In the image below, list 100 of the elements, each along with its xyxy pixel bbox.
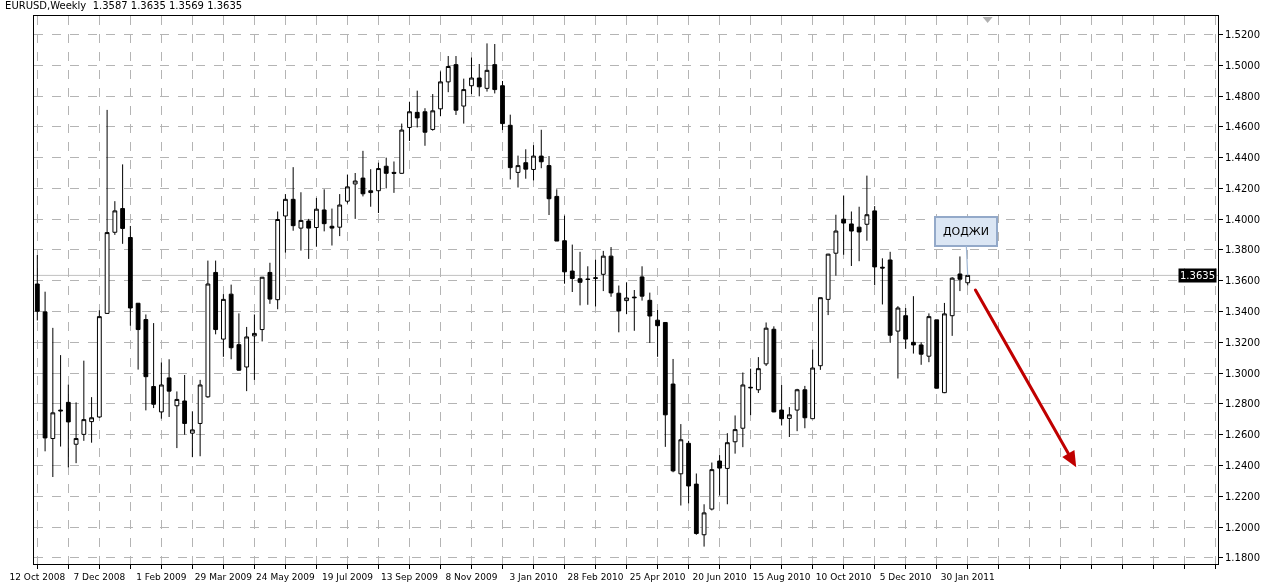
candlestick: [259, 276, 265, 342]
candlestick: [903, 307, 909, 350]
candlestick: [376, 162, 381, 214]
y-tick-label: 1.1800: [1225, 552, 1260, 564]
x-tick-label: 15 Aug 2010: [752, 571, 811, 582]
candlestick: [833, 214, 839, 277]
candlestick: [81, 360, 87, 442]
candlestick: [554, 188, 560, 242]
candlestick: [732, 414, 738, 455]
x-tick-label: 10 Oct 2010: [815, 571, 872, 582]
y-tick-label: 1.3000: [1225, 367, 1260, 379]
candlestick: [585, 265, 591, 306]
candlestick: [655, 309, 660, 358]
candlestick: [391, 160, 397, 194]
y-tick-label: 1.4000: [1225, 213, 1260, 225]
candlestick: [817, 297, 823, 371]
candlestick: [662, 321, 668, 448]
candlestick: [143, 313, 149, 411]
candlestick: [779, 384, 785, 426]
y-tick-label: 1.2000: [1225, 521, 1260, 533]
candlestick: [631, 289, 637, 332]
y-tick-label: 1.2800: [1225, 398, 1260, 410]
candlestick: [166, 358, 172, 418]
candlestick: [686, 440, 691, 504]
candlestick: [864, 175, 870, 242]
x-tick-label: 8 Nov 2009: [445, 571, 498, 582]
candlestick: [802, 385, 808, 429]
candlestick: [422, 107, 428, 147]
candlestick: [383, 157, 389, 189]
candlestick: [934, 319, 940, 390]
y-tick-label: 1.4600: [1225, 121, 1260, 133]
candlestick: [189, 410, 195, 458]
candlestick: [174, 390, 180, 449]
x-tick-label: 1 Feb 2009: [136, 571, 187, 582]
candlestick: [345, 174, 350, 204]
y-tick-label: 1.3400: [1225, 306, 1260, 318]
x-tick-label: 30 Jan 2011: [940, 571, 995, 582]
candlestick: [414, 90, 420, 128]
candlestick: [197, 379, 203, 457]
candlestick: [453, 55, 459, 116]
candlestick: [569, 244, 575, 293]
candlestick: [306, 218, 312, 260]
candlestick: [608, 246, 614, 298]
candlestick: [228, 284, 234, 360]
candlestick: [624, 281, 629, 315]
candlestick: [445, 55, 451, 93]
candlestick: [500, 80, 505, 131]
candlestick: [58, 354, 63, 448]
candlestick: [112, 200, 118, 236]
y-tick-label: 1.3600: [1225, 275, 1260, 287]
candlestick: [771, 325, 777, 413]
candlestick: [748, 368, 753, 416]
candlestick: [911, 295, 916, 355]
candlestick: [709, 462, 715, 511]
candlestick: [321, 188, 327, 232]
y-tick-label: 1.4400: [1225, 152, 1260, 164]
candlestick: [546, 155, 552, 216]
x-tick-label: 25 Apr 2010: [629, 571, 686, 582]
candlestick: [267, 262, 273, 305]
candlestick: [96, 309, 102, 419]
candlestick: [50, 327, 56, 478]
candlestick: [848, 210, 854, 267]
candlestick: [880, 257, 885, 305]
x-tick-label: 28 Feb 2010: [567, 571, 624, 582]
y-tick-label: 1.3200: [1225, 336, 1260, 348]
candlestick: [717, 454, 722, 497]
candlestick: [538, 129, 544, 169]
candlestick: [562, 215, 567, 285]
candlestick: [515, 155, 521, 188]
candlestick: [895, 305, 901, 380]
candlestick: [600, 250, 606, 292]
candlestick: [329, 208, 335, 247]
candlestick: [135, 302, 141, 371]
candlestick: [763, 321, 769, 367]
x-tick-label: 7 Dec 2008: [73, 571, 126, 582]
candlestick: [352, 172, 358, 220]
candlestick: [942, 302, 947, 394]
y-tick-label: 1.2600: [1225, 429, 1260, 441]
y-tick-label: 1.2400: [1225, 459, 1260, 471]
candlestick: [283, 193, 288, 254]
x-tick-label: 3 Jan 2010: [509, 571, 558, 582]
ref-line-label: 1.3635: [1180, 270, 1215, 281]
candlestick: [275, 210, 281, 310]
candlestick: [701, 503, 707, 548]
candlestick: [438, 70, 443, 117]
candlestick: [639, 265, 645, 302]
candlestick: [593, 259, 598, 307]
candlestick: [290, 166, 296, 232]
candlestick: [724, 432, 730, 505]
x-tick-label: 12 Oct 2008: [9, 571, 66, 582]
candlestick: [476, 63, 482, 97]
candlestick: [492, 43, 498, 94]
y-tick-label: 1.5000: [1225, 59, 1260, 71]
candlestick: [337, 193, 343, 237]
candlestick: [461, 78, 467, 125]
candlestick: [825, 253, 831, 316]
candlestick: [523, 148, 529, 180]
candlestick: [755, 356, 761, 394]
candlestick: [104, 109, 110, 315]
candlestick: [360, 150, 366, 197]
